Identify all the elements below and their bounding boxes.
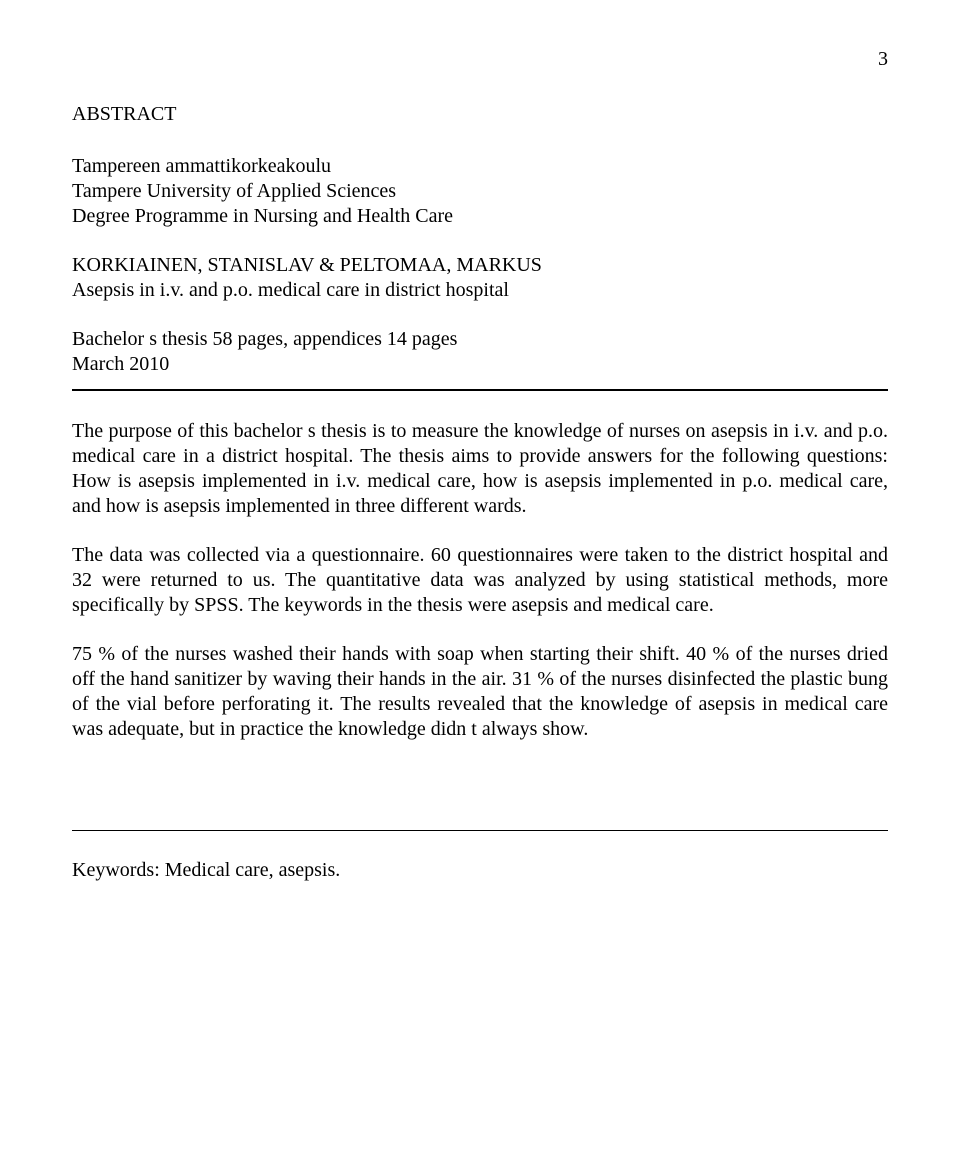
thesis-info-block: Bachelor s thesis 58 pages, appendices 1… xyxy=(72,327,888,377)
thesis-date: March 2010 xyxy=(72,352,888,377)
authors: KORKIAINEN, STANISLAV & PELTOMAA, MARKUS xyxy=(72,253,888,278)
divider-top xyxy=(72,389,888,391)
section-title: ABSTRACT xyxy=(72,103,888,126)
abstract-paragraph-1: The purpose of this bachelor s thesis is… xyxy=(72,419,888,519)
institution-line-3: Degree Programme in Nursing and Health C… xyxy=(72,204,888,229)
thesis-pages: Bachelor s thesis 58 pages, appendices 1… xyxy=(72,327,888,352)
divider-bottom xyxy=(72,830,888,831)
thesis-title: Asepsis in i.v. and p.o. medical care in… xyxy=(72,278,888,303)
institution-line-1: Tampereen ammattikorkeakoulu xyxy=(72,154,888,179)
abstract-paragraph-3: 75 % of the nurses washed their hands wi… xyxy=(72,642,888,742)
keywords-line: Keywords: Medical care, asepsis. xyxy=(72,859,888,882)
author-title-block: KORKIAINEN, STANISLAV & PELTOMAA, MARKUS… xyxy=(72,253,888,303)
abstract-paragraph-2: The data was collected via a questionnai… xyxy=(72,543,888,618)
institution-line-2: Tampere University of Applied Sciences xyxy=(72,179,888,204)
page-number: 3 xyxy=(72,48,888,71)
institution-block: Tampereen ammattikorkeakoulu Tampere Uni… xyxy=(72,154,888,229)
